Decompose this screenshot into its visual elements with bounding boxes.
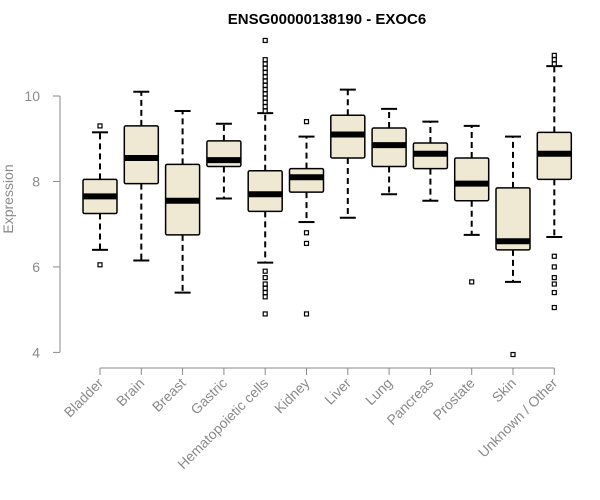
x-tick-label: Prostate — [430, 375, 478, 423]
outlier-point — [551, 52, 557, 59]
outlier-point — [262, 285, 268, 291]
outlier-point — [262, 65, 268, 71]
outlier-point — [97, 262, 103, 268]
outlier-point — [303, 230, 310, 236]
box-skin — [495, 135, 531, 358]
outlier-point — [262, 108, 268, 114]
y-tick-label: 8 — [32, 173, 40, 189]
box-breast — [164, 109, 201, 294]
box-hematopoietic-cells — [247, 37, 283, 317]
outlier-point — [551, 61, 557, 67]
outlier-point — [262, 281, 268, 287]
outlier-point — [262, 69, 268, 76]
outlier-point — [551, 281, 557, 287]
outlier-point — [262, 275, 268, 281]
y-tick-label: 6 — [32, 259, 40, 275]
box-series — [82, 37, 573, 358]
outlier-point — [262, 311, 268, 317]
outlier-point — [262, 37, 268, 44]
y-tick-label: 4 — [32, 344, 40, 360]
outlier-point — [97, 123, 103, 129]
outlier-point — [551, 264, 557, 270]
box-iqr — [123, 125, 160, 185]
box-iqr — [453, 157, 490, 202]
x-tick-label: Kidney — [271, 375, 313, 417]
x-tick-label: Liver — [321, 375, 354, 408]
outlier-point — [303, 311, 310, 317]
x-tick-label: Lung — [362, 375, 395, 408]
outlier-point — [262, 91, 268, 97]
outlier-point — [303, 119, 310, 125]
box-iqr — [247, 170, 283, 213]
y-axis-label: Expression — [0, 164, 16, 233]
outlier-point — [262, 104, 268, 110]
outlier-point — [262, 61, 268, 67]
outlier-point — [551, 253, 557, 259]
chart-title: ENSG00000138190 - EXOC6 — [228, 11, 426, 28]
outlier-point — [262, 86, 268, 93]
outlier-point — [262, 294, 268, 300]
outlier-point — [551, 275, 557, 281]
box-bladder — [82, 123, 118, 268]
x-tick-label: Breast — [149, 375, 189, 415]
box-iqr — [495, 187, 531, 251]
x-tick-label: Skin — [489, 375, 520, 406]
x-tick-label: Bladder — [61, 375, 107, 421]
box-pancreas — [412, 120, 449, 202]
outlier-point — [551, 289, 557, 296]
y-axis: 4 6 8 10 — [24, 88, 61, 360]
outlier-point — [262, 268, 268, 274]
outlier-point — [262, 74, 268, 80]
box-brain — [123, 90, 160, 262]
box-iqr — [288, 167, 325, 193]
outlier-point — [510, 351, 516, 358]
box-lung — [371, 107, 407, 196]
outlier-point — [262, 95, 268, 101]
outlier-point — [551, 57, 557, 63]
box-liver — [330, 88, 366, 219]
box-kidney — [288, 119, 325, 317]
outlier-point — [262, 82, 268, 88]
outlier-point — [551, 304, 557, 311]
outlier-point — [303, 240, 310, 247]
box-prostate — [453, 124, 490, 285]
outlier-point — [262, 99, 268, 106]
y-tick-label: 10 — [24, 88, 40, 104]
box-unknown-other — [536, 52, 573, 311]
outlier-point — [262, 289, 268, 296]
outlier-point — [469, 279, 475, 285]
outlier-point — [262, 78, 268, 84]
outlier-point — [262, 57, 268, 63]
x-tick-label: Brain — [113, 375, 147, 409]
box-gastric — [206, 122, 242, 200]
